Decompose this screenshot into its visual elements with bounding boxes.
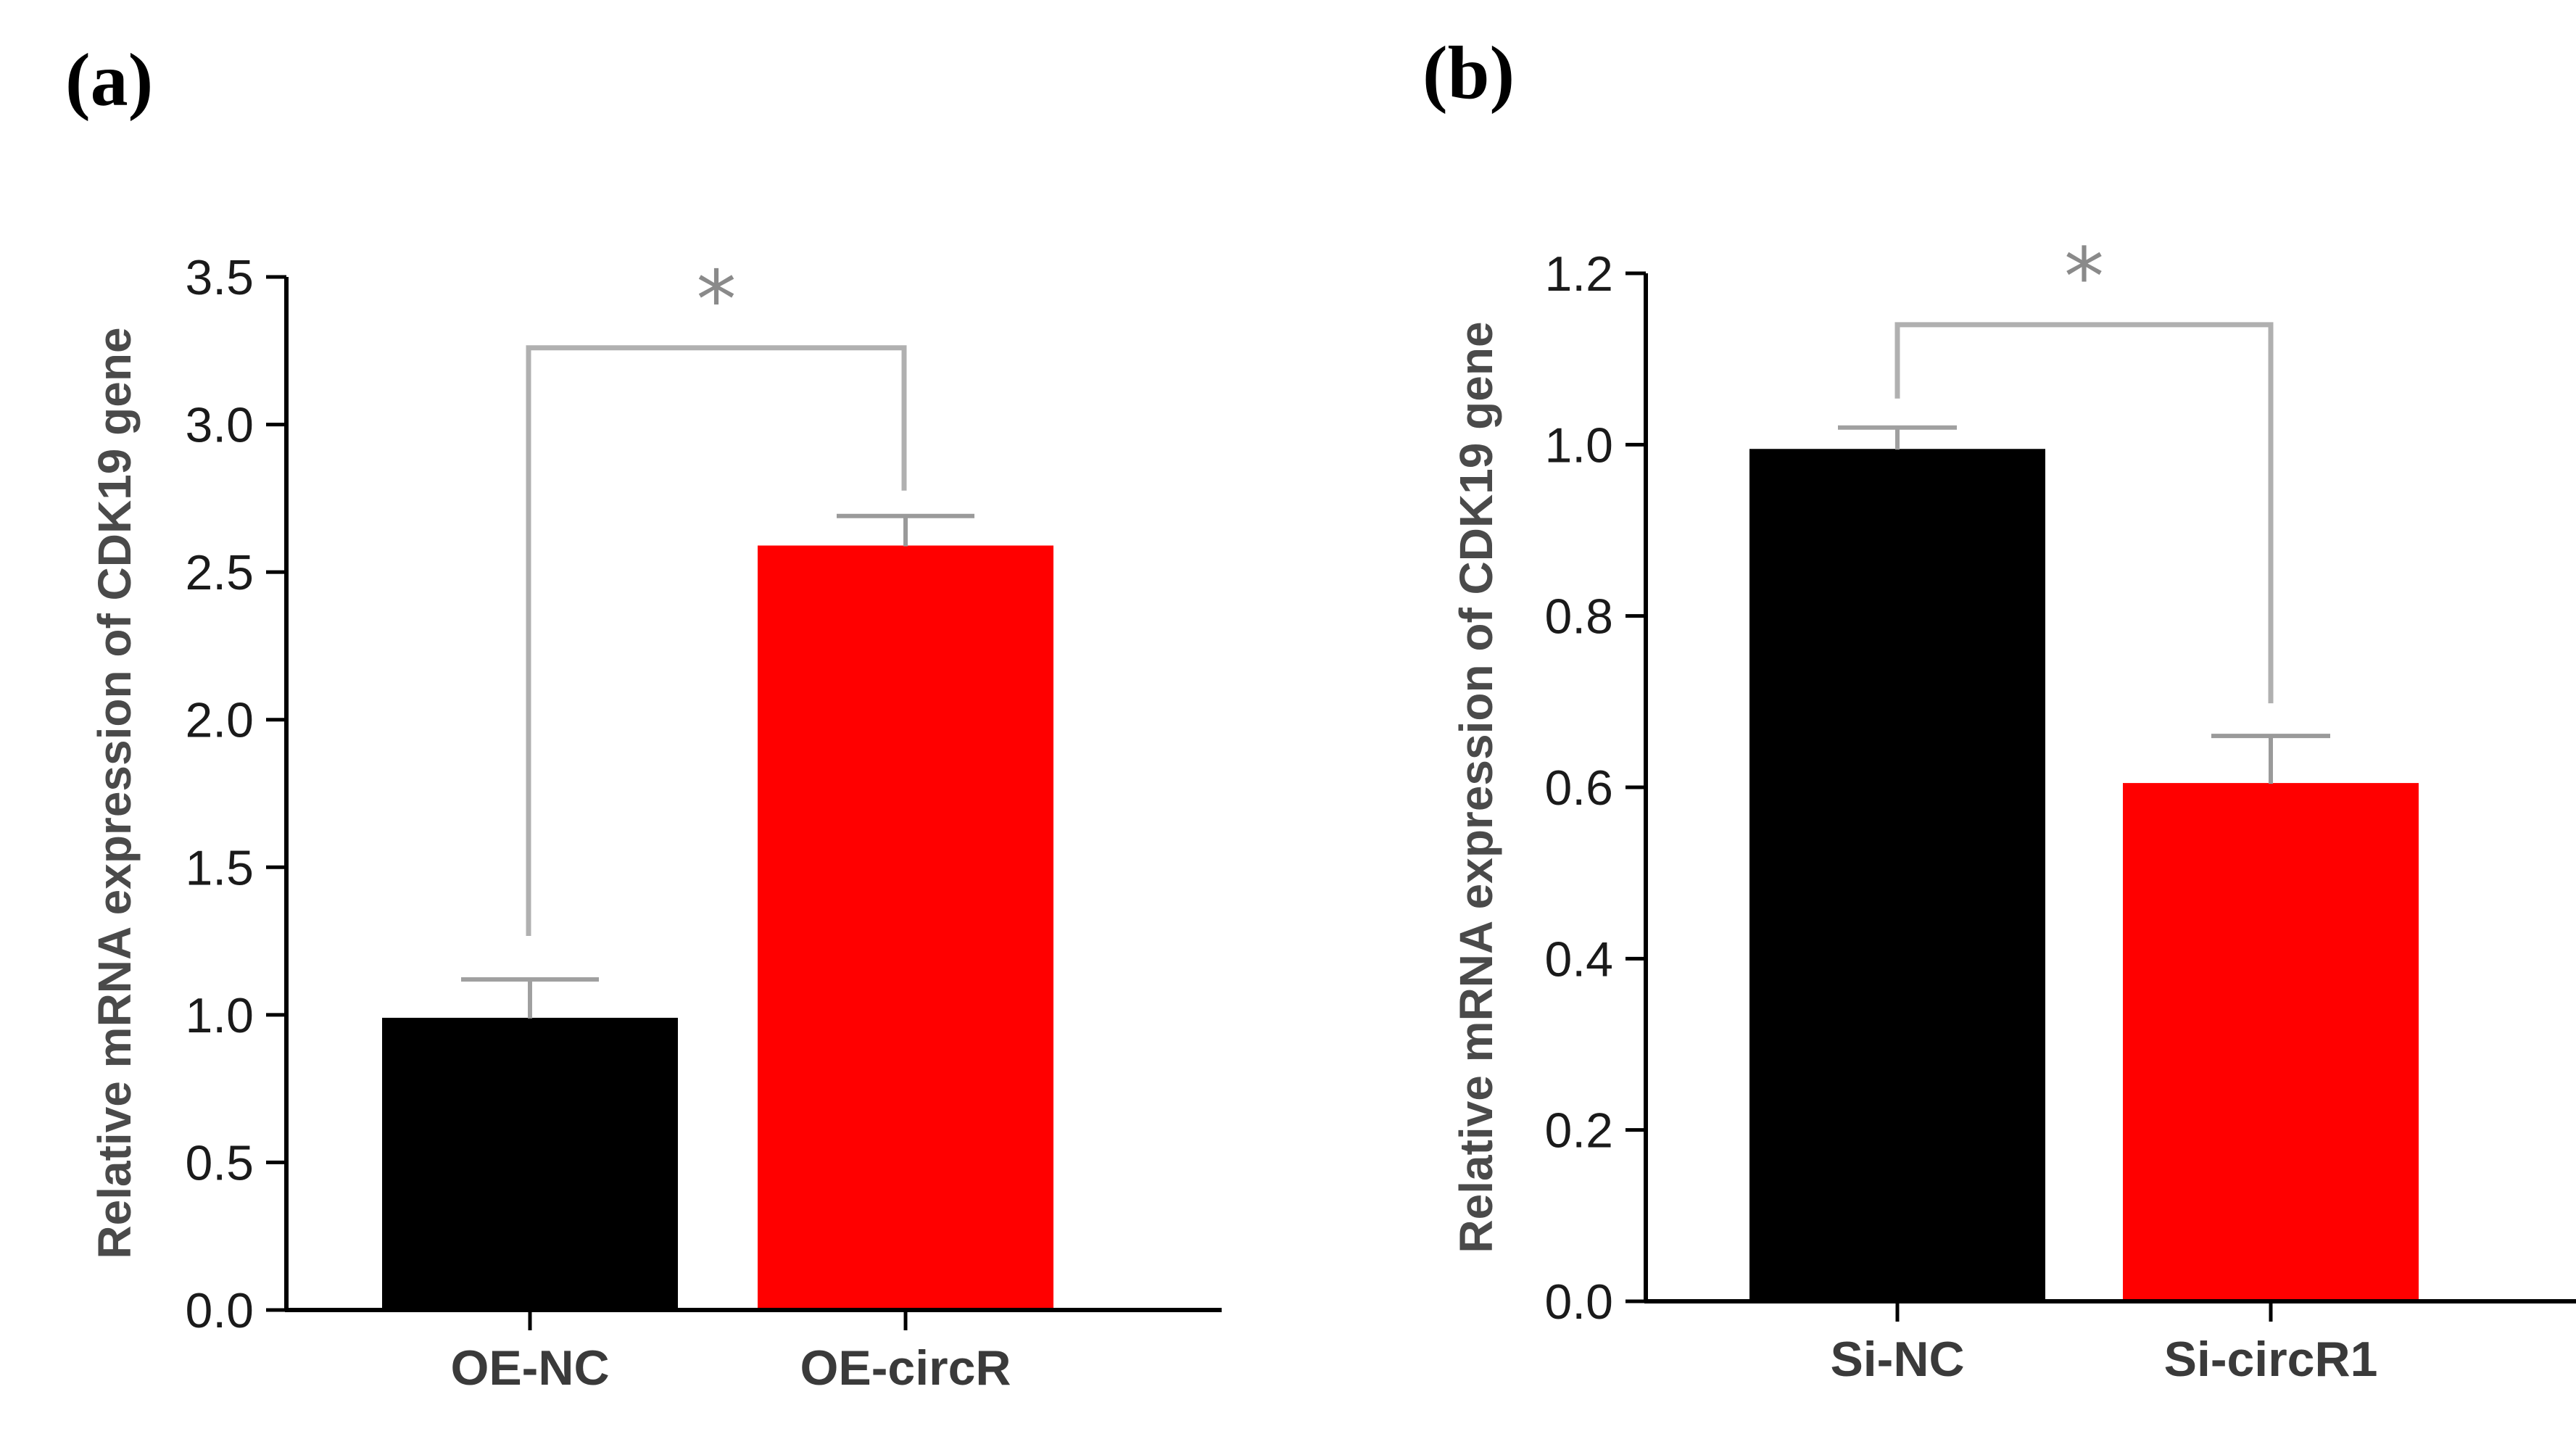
significance-bracket — [1894, 322, 2274, 704]
y-tick-label: 0.6 — [1544, 760, 1613, 816]
x-category-label: OE-circR — [800, 1340, 1011, 1396]
y-tick-label: 3.5 — [185, 250, 254, 305]
y-tick-label: 0.0 — [1544, 1274, 1613, 1330]
bar-oe-circr — [758, 545, 1053, 1310]
significance-marker: * — [697, 254, 737, 347]
bar-si-circr1 — [2123, 783, 2419, 1301]
y-tick-label: 0.2 — [1544, 1103, 1613, 1158]
y-tick-label: 0.5 — [185, 1135, 254, 1190]
y-tick-label: 1.0 — [1544, 418, 1613, 473]
y-tick-label: 0.4 — [1544, 932, 1613, 987]
y-tick-label: 1.2 — [1544, 246, 1613, 302]
x-category-label: Si-NC — [1830, 1332, 1964, 1387]
y-tick-label: 0.0 — [185, 1283, 254, 1338]
panel-label: (a) — [65, 38, 153, 122]
x-category-label: Si-circR1 — [2164, 1332, 2378, 1387]
bar-oe-nc — [382, 1017, 678, 1310]
significance-marker: * — [2064, 231, 2104, 323]
y-tick-label: 1.0 — [185, 988, 254, 1043]
y-tick-label: 3.0 — [185, 398, 254, 453]
significance-bracket — [526, 345, 907, 936]
y-tick-label: 2.5 — [185, 545, 254, 600]
panel-b: (b) Relative mRNA expression of CDK19 gen… — [1422, 31, 2576, 1387]
y-axis-title: Relative mRNA expression of CDK19 gene — [1450, 321, 1502, 1253]
panel-a: (a) Relative mRNA expression of CDK19 gen… — [65, 38, 1222, 1396]
y-tick-label: 0.8 — [1544, 589, 1613, 644]
y-tick-label: 2.0 — [185, 693, 254, 748]
y-axis-title: Relative mRNA expression of CDK19 gene — [88, 327, 141, 1259]
x-category-label: OE-NC — [450, 1340, 609, 1396]
bar-si-nc — [1749, 449, 2045, 1301]
y-tick-label: 1.5 — [185, 840, 254, 895]
panel-label: (b) — [1422, 31, 1515, 115]
